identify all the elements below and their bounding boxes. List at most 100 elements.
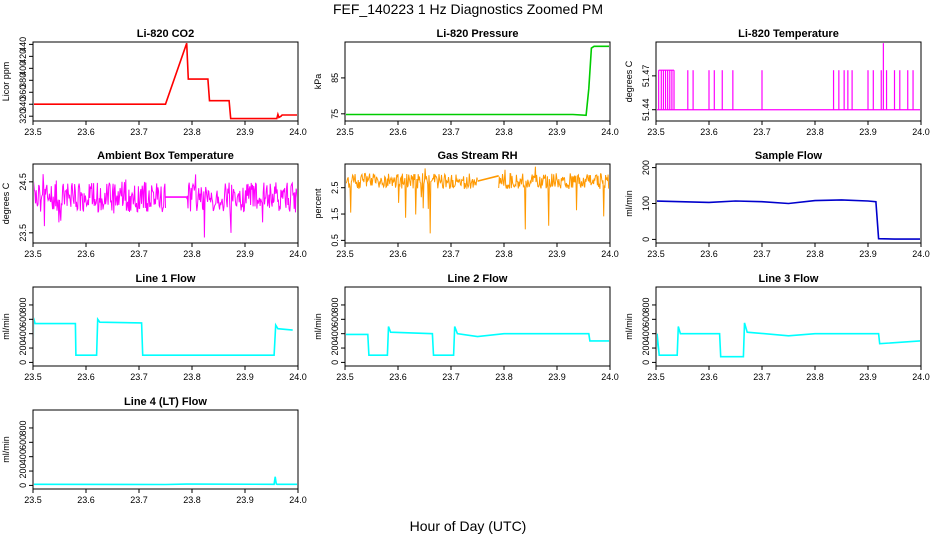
panel-title: Gas Stream RH: [437, 150, 517, 162]
data-layer: [34, 476, 297, 486]
panel-title: Line 1 Flow: [136, 273, 196, 285]
panel-4: Ambient Box Temperature degrees C 23.5 23.6…: [1, 150, 307, 259]
panel-10: Line 4 (LT) Flow ml/min 23.5 23.6 23.7 23.8 23…: [1, 396, 307, 505]
x-tick-label: 23.8: [183, 372, 201, 382]
data-layer: [657, 43, 920, 111]
x-tick-label: 23.8: [183, 249, 201, 259]
y-tick-label: 320: [18, 109, 28, 124]
y-axis-label: ml/min: [1, 313, 11, 340]
y-tick-label: 51.44: [641, 98, 651, 121]
x-tick-label: 23.9: [548, 127, 566, 137]
x-tick-label: 23.7: [130, 249, 148, 259]
x-tick-label: 23.5: [647, 127, 665, 137]
y-tick-label: 200: [18, 464, 28, 479]
x-tick-label: 23.8: [806, 249, 824, 259]
data-layer: [657, 199, 920, 240]
y-tick-label: 75: [330, 109, 340, 119]
x-tick-label: 23.7: [442, 372, 460, 382]
panel-title: Sample Flow: [755, 150, 823, 162]
x-tick-label: 23.9: [859, 372, 877, 382]
x-tick-label: 24.0: [912, 249, 930, 259]
x-tick-label: 23.6: [77, 127, 95, 137]
data-layer: [346, 326, 609, 357]
panel-title: Line 2 Flow: [448, 273, 508, 285]
panel-title: Li-820 Pressure: [437, 28, 519, 40]
y-axis-label: ml/min: [1, 436, 11, 463]
x-tick-label: 23.9: [548, 372, 566, 382]
y-tick-label: 0.5: [330, 234, 340, 247]
data-layer: [657, 322, 920, 358]
x-tick-label: 23.6: [700, 372, 718, 382]
y-axis-label: ml/min: [624, 313, 634, 340]
y-tick-label: 24.5: [18, 173, 28, 191]
y-tick-label: 800: [330, 297, 340, 312]
x-tick-label: 23.9: [859, 127, 877, 137]
x-tick-label: 23.9: [236, 372, 254, 382]
x-tick-label: 23.7: [130, 372, 148, 382]
series-line-1: [34, 476, 297, 486]
y-tick-label: 200: [18, 341, 28, 356]
plot-frame: [32, 41, 299, 122]
y-axis-label: percent: [313, 188, 323, 219]
x-tick-label: 23.6: [389, 249, 407, 259]
y-tick-label: 420: [18, 49, 28, 64]
panel-8: Line 2 Flow ml/min 23.5 23.6 23.7 23.8 23.9 24.…: [313, 273, 619, 382]
x-tick-label: 23.9: [236, 127, 254, 137]
y-tick-label: 2.5: [330, 181, 340, 194]
panel-6: Sample Flow ml/min 23.5 23.6 23.7 23.8 23.9 24.…: [624, 150, 930, 259]
data-layer: [34, 174, 297, 238]
x-tick-label: 24.0: [601, 127, 619, 137]
series-line-1: [34, 43, 297, 120]
x-tick-label: 23.8: [495, 249, 513, 259]
y-tick-label: 340: [18, 97, 28, 112]
y-tick-label: 800: [641, 297, 651, 312]
x-tick-label: 24.0: [289, 127, 307, 137]
panel-2: Li-820 Pressure kPa 23.5 23.6 23.7 23.8 23.9 24…: [313, 28, 619, 137]
y-tick-label: 0: [641, 360, 651, 365]
plot-frame: [32, 409, 299, 490]
x-tick-label: 23.6: [700, 127, 718, 137]
x-tick-label: 23.7: [130, 495, 148, 505]
y-tick-label: 600: [18, 312, 28, 327]
x-tick-label: 23.5: [336, 249, 354, 259]
plot-frame: [32, 286, 299, 367]
x-tick-label: 23.6: [389, 127, 407, 137]
y-tick-label: 200: [330, 341, 340, 356]
x-tick-label: 23.5: [647, 372, 665, 382]
series-line-1: [477, 175, 499, 182]
x-tick-label: 23.7: [753, 249, 771, 259]
plot-frame: [655, 286, 922, 367]
y-tick-label: 400: [330, 326, 340, 341]
y-tick-label: 0: [641, 237, 651, 242]
panel-title: Ambient Box Temperature: [97, 150, 234, 162]
data-layer: [34, 316, 293, 357]
x-tick-label: 23.6: [77, 372, 95, 382]
x-tick-label: 23.7: [753, 372, 771, 382]
y-tick-label: 600: [641, 312, 651, 327]
series-line-1: [34, 316, 293, 357]
x-tick-label: 23.5: [336, 372, 354, 382]
y-tick-label: 800: [18, 420, 28, 435]
x-tick-label: 23.8: [495, 127, 513, 137]
y-tick-label: 400: [18, 326, 28, 341]
x-tick-label: 23.8: [183, 495, 201, 505]
x-tick-label: 23.6: [389, 372, 407, 382]
x-tick-label: 24.0: [601, 249, 619, 259]
y-tick-label: 400: [641, 326, 651, 341]
y-tick-label: 0: [18, 360, 28, 365]
y-tick-label: 400: [18, 61, 28, 76]
x-tick-label: 24.0: [912, 127, 930, 137]
y-axis-label: degrees C: [1, 182, 11, 224]
panel-title: Line 3 Flow: [759, 273, 819, 285]
series-line-1: [657, 322, 920, 358]
data-layer: [346, 166, 609, 234]
x-tick-label: 23.5: [24, 249, 42, 259]
y-tick-label: 600: [18, 435, 28, 450]
y-tick-label: 800: [18, 297, 28, 312]
x-tick-label: 23.8: [495, 372, 513, 382]
x-tick-label: 23.7: [442, 249, 460, 259]
y-tick-label: 360: [18, 85, 28, 100]
x-tick-label: 23.9: [859, 249, 877, 259]
x-tick-label: 24.0: [289, 372, 307, 382]
x-tick-label: 23.9: [548, 249, 566, 259]
